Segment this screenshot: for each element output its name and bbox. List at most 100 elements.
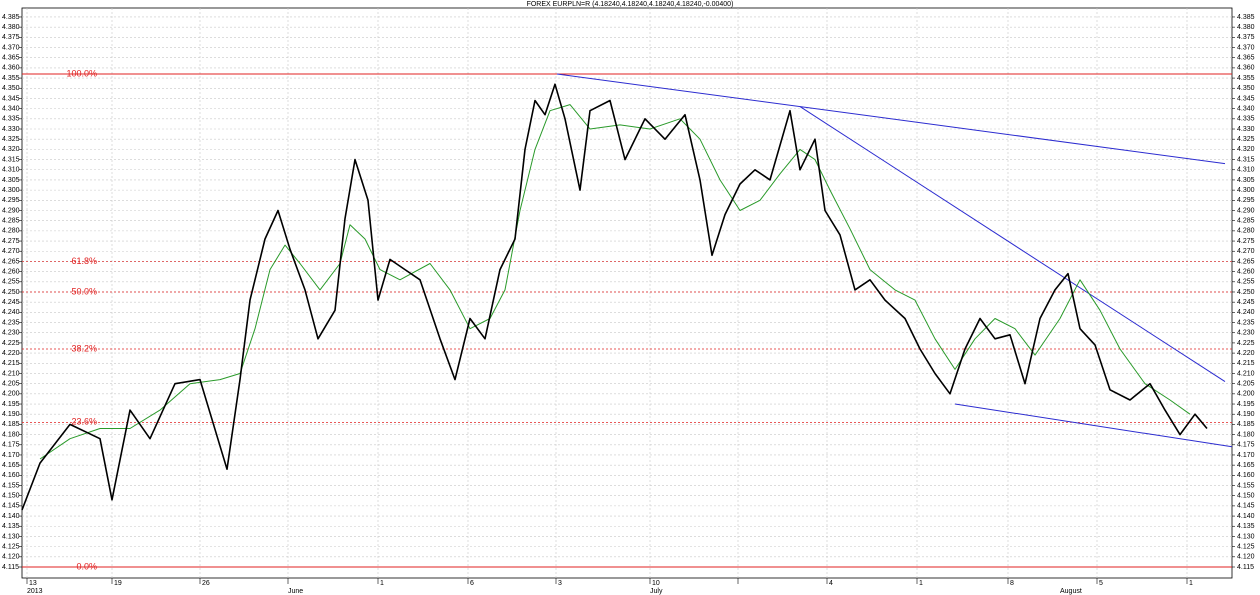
y-tick-label: 4.345	[2, 95, 20, 102]
y-tick-label: 4.220	[2, 350, 20, 357]
y-tick-label: 4.185	[2, 421, 20, 428]
y-tick-label: 4.280	[1237, 228, 1255, 235]
x-tick-label: 8	[1010, 580, 1014, 587]
y-tick-label: 4.375	[2, 34, 20, 41]
y-tick-label: 4.325	[2, 136, 20, 143]
month-label: June	[288, 588, 303, 595]
y-tick-label: 4.195	[1237, 401, 1255, 408]
y-tick-label: 4.360	[1237, 65, 1255, 72]
y-tick-label: 4.210	[1237, 370, 1255, 377]
trendline	[556, 73, 1226, 165]
y-tick-label: 4.250	[1237, 289, 1255, 296]
y-tick-label: 4.145	[2, 503, 20, 510]
y-tick-label: 4.200	[2, 391, 20, 398]
y-tick-label: 4.350	[1237, 85, 1255, 92]
y-tick-label: 4.170	[1237, 452, 1255, 459]
y-tick-label: 4.125	[1237, 543, 1255, 550]
fib-label: 38.2%	[71, 343, 97, 353]
y-tick-label: 4.320	[2, 146, 20, 153]
fib-label: 50.0%	[71, 286, 97, 296]
y-tick-label: 4.205	[2, 380, 20, 387]
y-tick-label: 4.270	[1237, 248, 1255, 255]
y-tick-label: 4.225	[2, 340, 20, 347]
y-tick-label: 4.240	[1237, 309, 1255, 316]
y-tick-label: 4.290	[2, 207, 20, 214]
y-tick-label: 4.115	[2, 564, 19, 571]
y-tick-label: 4.140	[1237, 513, 1255, 520]
y-tick-label: 4.170	[2, 452, 20, 459]
y-tick-label: 4.315	[1237, 156, 1255, 163]
y-tick-label: 4.165	[1237, 462, 1255, 469]
y-tick-label: 4.380	[1237, 24, 1255, 31]
y-tick-label: 4.255	[1237, 279, 1255, 286]
y-tick-label: 4.255	[2, 279, 20, 286]
y-tick-label: 4.340	[1237, 105, 1255, 112]
y-tick-label: 4.330	[2, 126, 20, 133]
y-tick-label: 4.160	[1237, 472, 1255, 479]
y-tick-label: 4.130	[1237, 533, 1255, 540]
y-tick-label: 4.355	[1237, 75, 1255, 82]
y-tick-label: 4.275	[2, 238, 20, 245]
y-tick-label: 4.350	[2, 85, 20, 92]
x-tick-label: 5	[1099, 580, 1103, 587]
y-tick-label: 4.150	[1237, 493, 1255, 500]
y-tick-label: 4.305	[2, 177, 20, 184]
y-tick-label: 4.300	[1237, 187, 1255, 194]
x-tick-label: 13	[29, 580, 37, 587]
y-tick-label: 4.185	[1237, 421, 1255, 428]
x-tick-label: 19	[114, 580, 122, 587]
y-tick-label: 4.285	[2, 218, 20, 225]
y-tick-label: 4.280	[2, 228, 20, 235]
x-tick-label: 1	[380, 580, 384, 587]
fib-label: 61.8%	[71, 256, 97, 266]
y-tick-label: 4.265	[1237, 258, 1255, 265]
y-tick-label: 4.340	[2, 105, 20, 112]
y-tick-label: 4.140	[2, 513, 20, 520]
y-tick-label: 4.260	[1237, 268, 1255, 275]
y-tick-label: 4.205	[1237, 380, 1255, 387]
month-label: July	[650, 588, 663, 595]
x-tick-label: 1	[1189, 580, 1193, 587]
fib-label: 0.0%	[76, 561, 97, 571]
y-tick-label: 4.135	[2, 523, 20, 530]
y-tick-label: 4.325	[1237, 136, 1255, 143]
y-tick-label: 4.125	[2, 543, 20, 550]
y-tick-label: 4.120	[1237, 554, 1255, 561]
y-tick-label: 4.335	[2, 116, 20, 123]
y-tick-label: 4.245	[1237, 299, 1255, 306]
y-tick-label: 4.195	[2, 401, 20, 408]
y-tick-label: 4.245	[2, 299, 20, 306]
month-label: August	[1060, 588, 1082, 595]
y-tick-label: 4.275	[1237, 238, 1255, 245]
y-tick-label: 4.300	[2, 187, 20, 194]
y-tick-label: 4.270	[2, 248, 20, 255]
y-tick-label: 4.315	[2, 156, 20, 163]
trendline	[799, 106, 1226, 383]
y-tick-label: 4.295	[2, 197, 20, 204]
y-tick-label: 4.135	[1237, 523, 1255, 530]
y-tick-label: 4.145	[1237, 503, 1255, 510]
y-tick-label: 4.215	[1237, 360, 1255, 367]
y-tick-label: 4.260	[2, 268, 20, 275]
y-tick-label: 4.115	[1237, 564, 1254, 571]
y-tick-label: 4.330	[1237, 126, 1255, 133]
price-line	[21, 83, 1208, 511]
x-tick-label: 4	[829, 580, 833, 587]
y-tick-label: 4.265	[2, 258, 20, 265]
y-tick-label: 4.305	[1237, 177, 1255, 184]
y-tick-label: 4.165	[2, 462, 20, 469]
y-tick-label: 4.370	[2, 44, 20, 51]
x-tick-label: 26	[202, 580, 210, 587]
chart-title: FOREX EURPLN=R (4.18240,4.18240,4.18240,…	[527, 1, 734, 8]
y-tick-label: 4.310	[2, 167, 20, 174]
y-tick-label: 4.160	[2, 472, 20, 479]
y-tick-label: 4.380	[2, 24, 20, 31]
y-tick-label: 4.385	[1237, 14, 1255, 21]
y-tick-label: 4.345	[1237, 95, 1255, 102]
y-tick-label: 4.155	[1237, 482, 1255, 489]
y-tick-label: 4.180	[2, 431, 20, 438]
y-tick-label: 4.250	[2, 289, 20, 296]
x-tick-label: 1	[919, 580, 923, 587]
y-tick-label: 4.200	[1237, 391, 1255, 398]
